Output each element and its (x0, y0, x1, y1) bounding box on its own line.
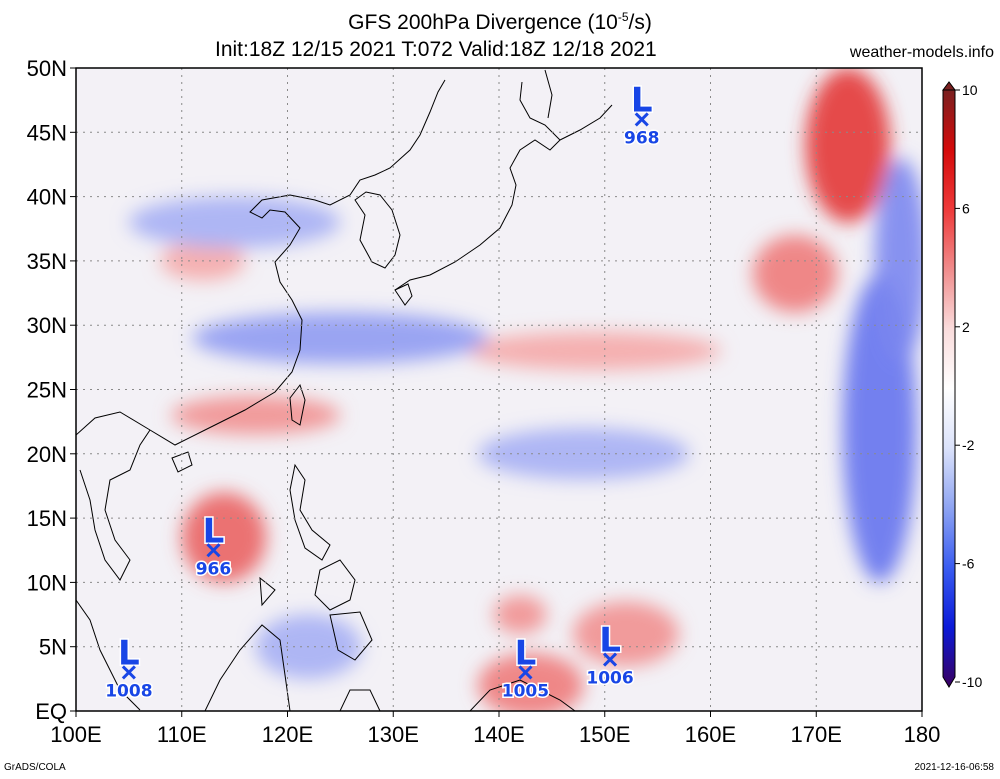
low-pressure-label: 1006 (586, 669, 633, 689)
longitude-tick-label: 160E (685, 722, 736, 747)
coastline-luzon (289, 463, 331, 561)
low-marker: L 1006 (585, 619, 635, 690)
colorbar-tick-label: 2 (962, 319, 970, 335)
colorbar: 10 6 2 -2 -6 -10 (942, 81, 982, 690)
coastline-mindanao (329, 611, 373, 661)
low-pressure-label: 968 (624, 128, 660, 148)
coastline-korea (354, 191, 401, 269)
low-symbol: L (515, 633, 537, 673)
longitude-tick-label: 140E (473, 722, 524, 747)
coastline-malay (76, 599, 141, 711)
low-marker: L 968 (623, 79, 662, 150)
coastline-kuril (559, 104, 613, 141)
divergence-region (181, 492, 267, 583)
divergence-region (493, 595, 547, 634)
gridlines (76, 68, 922, 711)
longitude-tick-label: 130E (368, 722, 419, 747)
low-marker: L 966 (194, 510, 233, 581)
divergence-region (171, 395, 341, 435)
low-symbol: L (599, 621, 621, 661)
latitude-tick-label: 10N (27, 570, 67, 595)
longitude-tick-label: 100E (50, 722, 101, 747)
coastlines (76, 69, 613, 711)
low-center-mark (121, 665, 136, 680)
low-pressure-markers: L 966 L 968 L 1008 L 1005 L 1006 (104, 79, 662, 703)
low-center-mark (634, 112, 649, 127)
convergence-region (128, 196, 341, 249)
chart-title: GFS 200hPa Divergence (10-5/s) (348, 10, 652, 34)
low-center-mark (518, 665, 533, 680)
latitude-tick-label: 15N (27, 506, 67, 531)
low-pressure-label: 1008 (105, 681, 152, 701)
title-exponent: -5 (617, 10, 629, 24)
coastline-asia (76, 79, 446, 446)
coastline-taiwan (289, 383, 306, 426)
coastline-sulawesi (339, 689, 381, 711)
colorbar-bar (942, 89, 956, 688)
colorbar-tick-label: -10 (962, 674, 982, 690)
site-credit: weather-models.info (849, 44, 994, 61)
footer-timestamp: 2021-12-16-06:58 (914, 762, 994, 773)
latitude-tick-label: EQ (35, 699, 67, 724)
low-marker: L 1008 (104, 632, 154, 703)
chart-subtitle: Init:18Z 12/15 2021 T:072 Valid:18Z 12/1… (215, 38, 657, 61)
latitude-tick-label: 25N (27, 378, 67, 403)
low-pressure-label: 1005 (502, 681, 549, 701)
divergence-region (573, 601, 679, 666)
longitude-tick-label: 150E (579, 722, 630, 747)
coastline-visayas (314, 559, 356, 611)
colorbar-tick-label: 10 (962, 82, 978, 98)
longitude-axis: 100E 110E 120E 130E 140E 150E 160E 170E 180 (50, 711, 940, 747)
latitude-tick-label: 35N (27, 249, 67, 274)
low-symbol: L (203, 511, 225, 551)
footer-credit: GrADS/COLA (4, 762, 66, 773)
divergence-region (752, 235, 838, 313)
latitude-axis: 50N 45N 40N 35N 30N 25N 20N 15N 10N 5N EQ (27, 56, 76, 724)
latitude-tick-label: 40N (27, 185, 67, 210)
latitude-tick-label: 5N (39, 635, 67, 660)
coastline-kyushu (394, 283, 413, 306)
colorbar-tick-label: 6 (962, 200, 970, 216)
longitude-tick-label: 120E (262, 722, 313, 747)
convergence-region (874, 158, 922, 364)
divergence-region (477, 653, 584, 711)
divergence-region (467, 331, 722, 371)
coastline-borneo (204, 624, 291, 711)
convergence-region (192, 312, 489, 364)
coastline-palawan (259, 576, 276, 607)
longitude-tick-label: 180 (904, 722, 941, 747)
coastline-newguinea (469, 679, 576, 711)
latitude-tick-label: 45N (27, 120, 67, 145)
colorbar-tick-label: -6 (962, 556, 975, 572)
coastline-indochina (79, 429, 151, 581)
colorbar-tick-label: -2 (962, 437, 975, 453)
latitude-tick-label: 20N (27, 442, 67, 467)
divergence-region (805, 68, 891, 223)
low-symbol: L (631, 80, 653, 120)
coastline-sakhalin (544, 69, 553, 119)
longitude-tick-label: 170E (791, 722, 842, 747)
low-center-mark (206, 543, 221, 558)
low-center-mark (602, 652, 618, 667)
plot-area (76, 68, 922, 711)
longitude-tick-label: 110E (157, 722, 207, 747)
latitude-tick-label: 30N (27, 313, 67, 338)
coastline-japan (394, 81, 561, 291)
latitude-tick-label: 50N (27, 56, 67, 81)
low-symbol: L (118, 633, 140, 673)
colorbar-top-cap (942, 81, 956, 91)
low-marker: L 1005 (500, 632, 550, 703)
low-pressure-label: 966 (196, 559, 232, 579)
convergence-region (477, 428, 690, 480)
